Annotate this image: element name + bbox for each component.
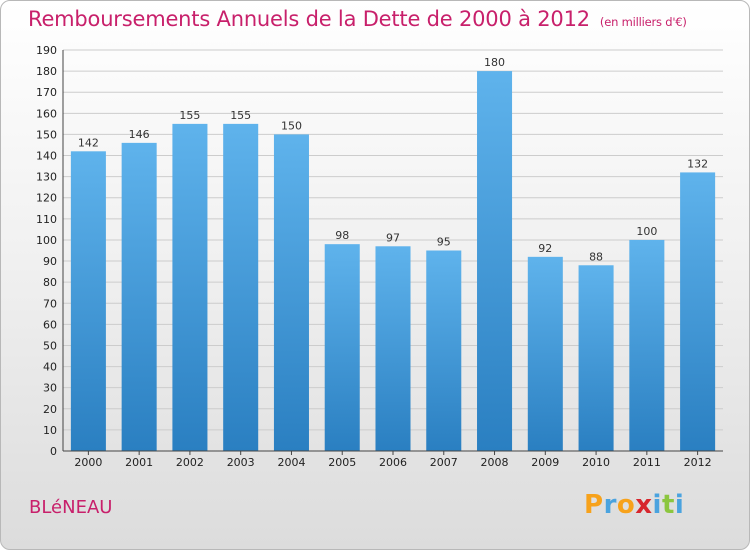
- bar-value-label: 98: [335, 229, 349, 242]
- y-tick-label: 150: [36, 128, 57, 141]
- bar-2010: [578, 265, 614, 451]
- bar-value-label: 88: [589, 250, 603, 263]
- y-tick-label: 50: [43, 339, 57, 352]
- x-tick-label: 2011: [633, 456, 661, 469]
- bar-value-label: 180: [484, 56, 505, 69]
- bar-2008: [477, 71, 513, 452]
- y-tick-label: 190: [36, 44, 57, 57]
- logo-letter: r: [603, 490, 617, 520]
- y-tick-label: 10: [43, 424, 57, 437]
- bar-2005: [324, 244, 360, 451]
- y-tick-label: 20: [43, 403, 57, 416]
- y-tick-label: 110: [36, 213, 57, 226]
- bar-value-label: 97: [386, 231, 400, 244]
- bar-value-label: 92: [538, 242, 552, 255]
- logo-letter: P: [584, 490, 604, 520]
- x-tick-label: 2010: [582, 456, 610, 469]
- bar-value-label: 100: [636, 225, 657, 238]
- x-tick-label: 2006: [379, 456, 407, 469]
- y-tick-label: 170: [36, 86, 57, 99]
- logo-letter: x: [635, 490, 653, 520]
- y-tick-label: 120: [36, 192, 57, 205]
- y-tick-label: 80: [43, 276, 57, 289]
- chart-title-text: Remboursements Annuels de la Dette de 20…: [28, 7, 590, 31]
- bar-value-label: 95: [437, 236, 451, 249]
- bar-2001: [121, 142, 157, 451]
- bar-2004: [273, 134, 309, 451]
- y-axis: 0 10 20 30 40 50 60 70 80 90 100 110 120 130 140 150 160…: [36, 44, 64, 458]
- bar-2007: [426, 250, 462, 451]
- logo-letter: t: [661, 490, 675, 520]
- commune-name: BLéNEAU: [29, 497, 113, 518]
- logo-letter: o: [616, 490, 636, 520]
- logo-letter: i: [674, 490, 685, 520]
- x-tick-label: 2002: [176, 456, 204, 469]
- y-tick-label: 100: [36, 234, 57, 247]
- bar-value-label: 155: [230, 109, 251, 122]
- bar-2003: [223, 123, 259, 452]
- bars: 142 146 155 155 150 98 97 95 180 92 88 100 132: [70, 56, 716, 452]
- x-tick-label: 2004: [277, 456, 305, 469]
- bar-value-label: 150: [281, 119, 302, 132]
- x-tick-label: 2007: [430, 456, 458, 469]
- y-tick-label: 30: [43, 382, 57, 395]
- x-tick-label: 2012: [684, 456, 712, 469]
- y-tick-label: 130: [36, 171, 57, 184]
- chart-title: Remboursements Annuels de la Dette de 20…: [28, 7, 687, 31]
- x-axis: 2000 2001 2002 2003 2004 2005 2006 2007 2008 2009…: [63, 450, 723, 469]
- y-tick-label: 90: [43, 255, 57, 268]
- logo-letter: i: [652, 490, 662, 520]
- bar-2009: [527, 256, 563, 451]
- y-tick-label: 0: [50, 445, 57, 458]
- y-tick-label: 180: [36, 65, 57, 78]
- bar-value-label: 146: [129, 128, 150, 141]
- x-tick-label: 2000: [74, 456, 102, 469]
- chart-subtitle: (en milliers d'€): [599, 15, 687, 29]
- bar-2000: [70, 151, 106, 451]
- bar-value-label: 155: [179, 109, 200, 122]
- y-tick-label: 160: [36, 107, 57, 120]
- x-tick-label: 2008: [481, 456, 509, 469]
- bar-2006: [375, 246, 411, 451]
- bar-2012: [680, 172, 716, 451]
- y-tick-label: 60: [43, 318, 57, 331]
- x-tick-label: 2003: [227, 456, 255, 469]
- y-tick-label: 70: [43, 297, 57, 310]
- bar-2011: [629, 239, 665, 451]
- x-tick-label: 2009: [531, 456, 559, 469]
- y-tick-label: 40: [43, 361, 57, 374]
- proxiti-logo[interactable]: Proxiti: [584, 490, 684, 520]
- y-tick-label: 140: [36, 150, 57, 163]
- x-tick-label: 2001: [125, 456, 153, 469]
- bar-2002: [172, 123, 208, 452]
- bar-value-label: 142: [78, 136, 99, 149]
- bar-value-label: 132: [687, 157, 708, 170]
- x-tick-label: 2005: [328, 456, 356, 469]
